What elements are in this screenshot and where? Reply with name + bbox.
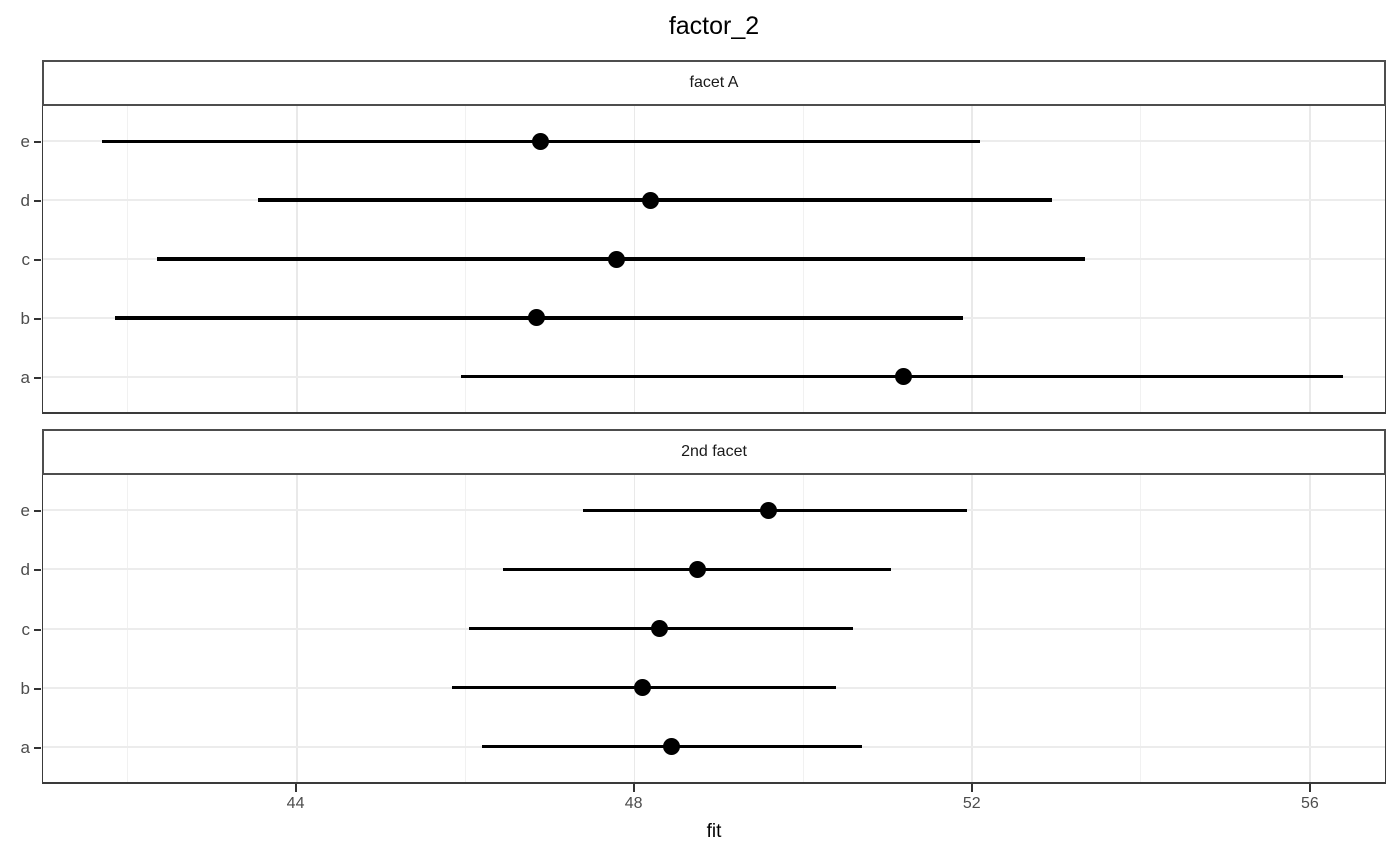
y-tick-label: c: [21, 250, 31, 269]
y-tick-mark: [34, 509, 41, 512]
facet-strip-a-label: facet A: [689, 74, 739, 91]
facet-strip-b: 2nd facet: [42, 429, 1386, 475]
data-point: [895, 368, 913, 386]
y-tick-mark: [34, 628, 41, 631]
facet-strip-b-label: 2nd facet: [681, 443, 747, 460]
data-point: [650, 620, 668, 637]
y-tick-label: a: [20, 738, 30, 758]
data-point: [663, 738, 681, 756]
y-tick-label: e: [20, 131, 30, 151]
data-point: [633, 679, 651, 697]
y-tick-label: b: [20, 678, 30, 698]
y-tick-label: a: [20, 368, 30, 388]
y-tick-label: b: [20, 309, 30, 329]
x-tick-mark: [294, 784, 297, 792]
y-tick-mark: [34, 199, 41, 202]
x-tick-mark: [1308, 784, 1311, 792]
y-tick-label: c: [21, 619, 31, 639]
x-tick-label: 52: [962, 795, 981, 812]
facet-panel-a: [42, 106, 1386, 414]
x-tick-mark: [970, 784, 973, 792]
y-tick-mark: [34, 140, 41, 143]
y-tick-mark: [34, 687, 41, 690]
data-point: [642, 191, 660, 209]
data-point: [688, 560, 706, 578]
y-tick-label: e: [20, 500, 30, 520]
y-tick-label: d: [20, 560, 30, 580]
data-point: [528, 309, 546, 327]
y-tick-mark: [34, 259, 41, 261]
y-tick-mark: [34, 747, 41, 750]
plot-title: factor_2: [668, 12, 760, 40]
facet-strip-a: facet A: [42, 60, 1386, 106]
data-point: [608, 250, 626, 268]
data-point: [532, 132, 550, 150]
x-axis-title: fit: [706, 821, 722, 842]
y-tick-label: d: [20, 190, 30, 210]
x-tick-mark: [632, 784, 635, 792]
x-tick-label: 48: [624, 795, 643, 812]
x-tick-label: 56: [1301, 795, 1319, 812]
y-tick-mark: [34, 318, 41, 321]
y-tick-mark: [34, 377, 41, 380]
y-tick-mark: [34, 569, 41, 572]
x-tick-label: 44: [286, 795, 305, 812]
facet-panel-b: [42, 475, 1386, 784]
data-point: [760, 501, 778, 519]
